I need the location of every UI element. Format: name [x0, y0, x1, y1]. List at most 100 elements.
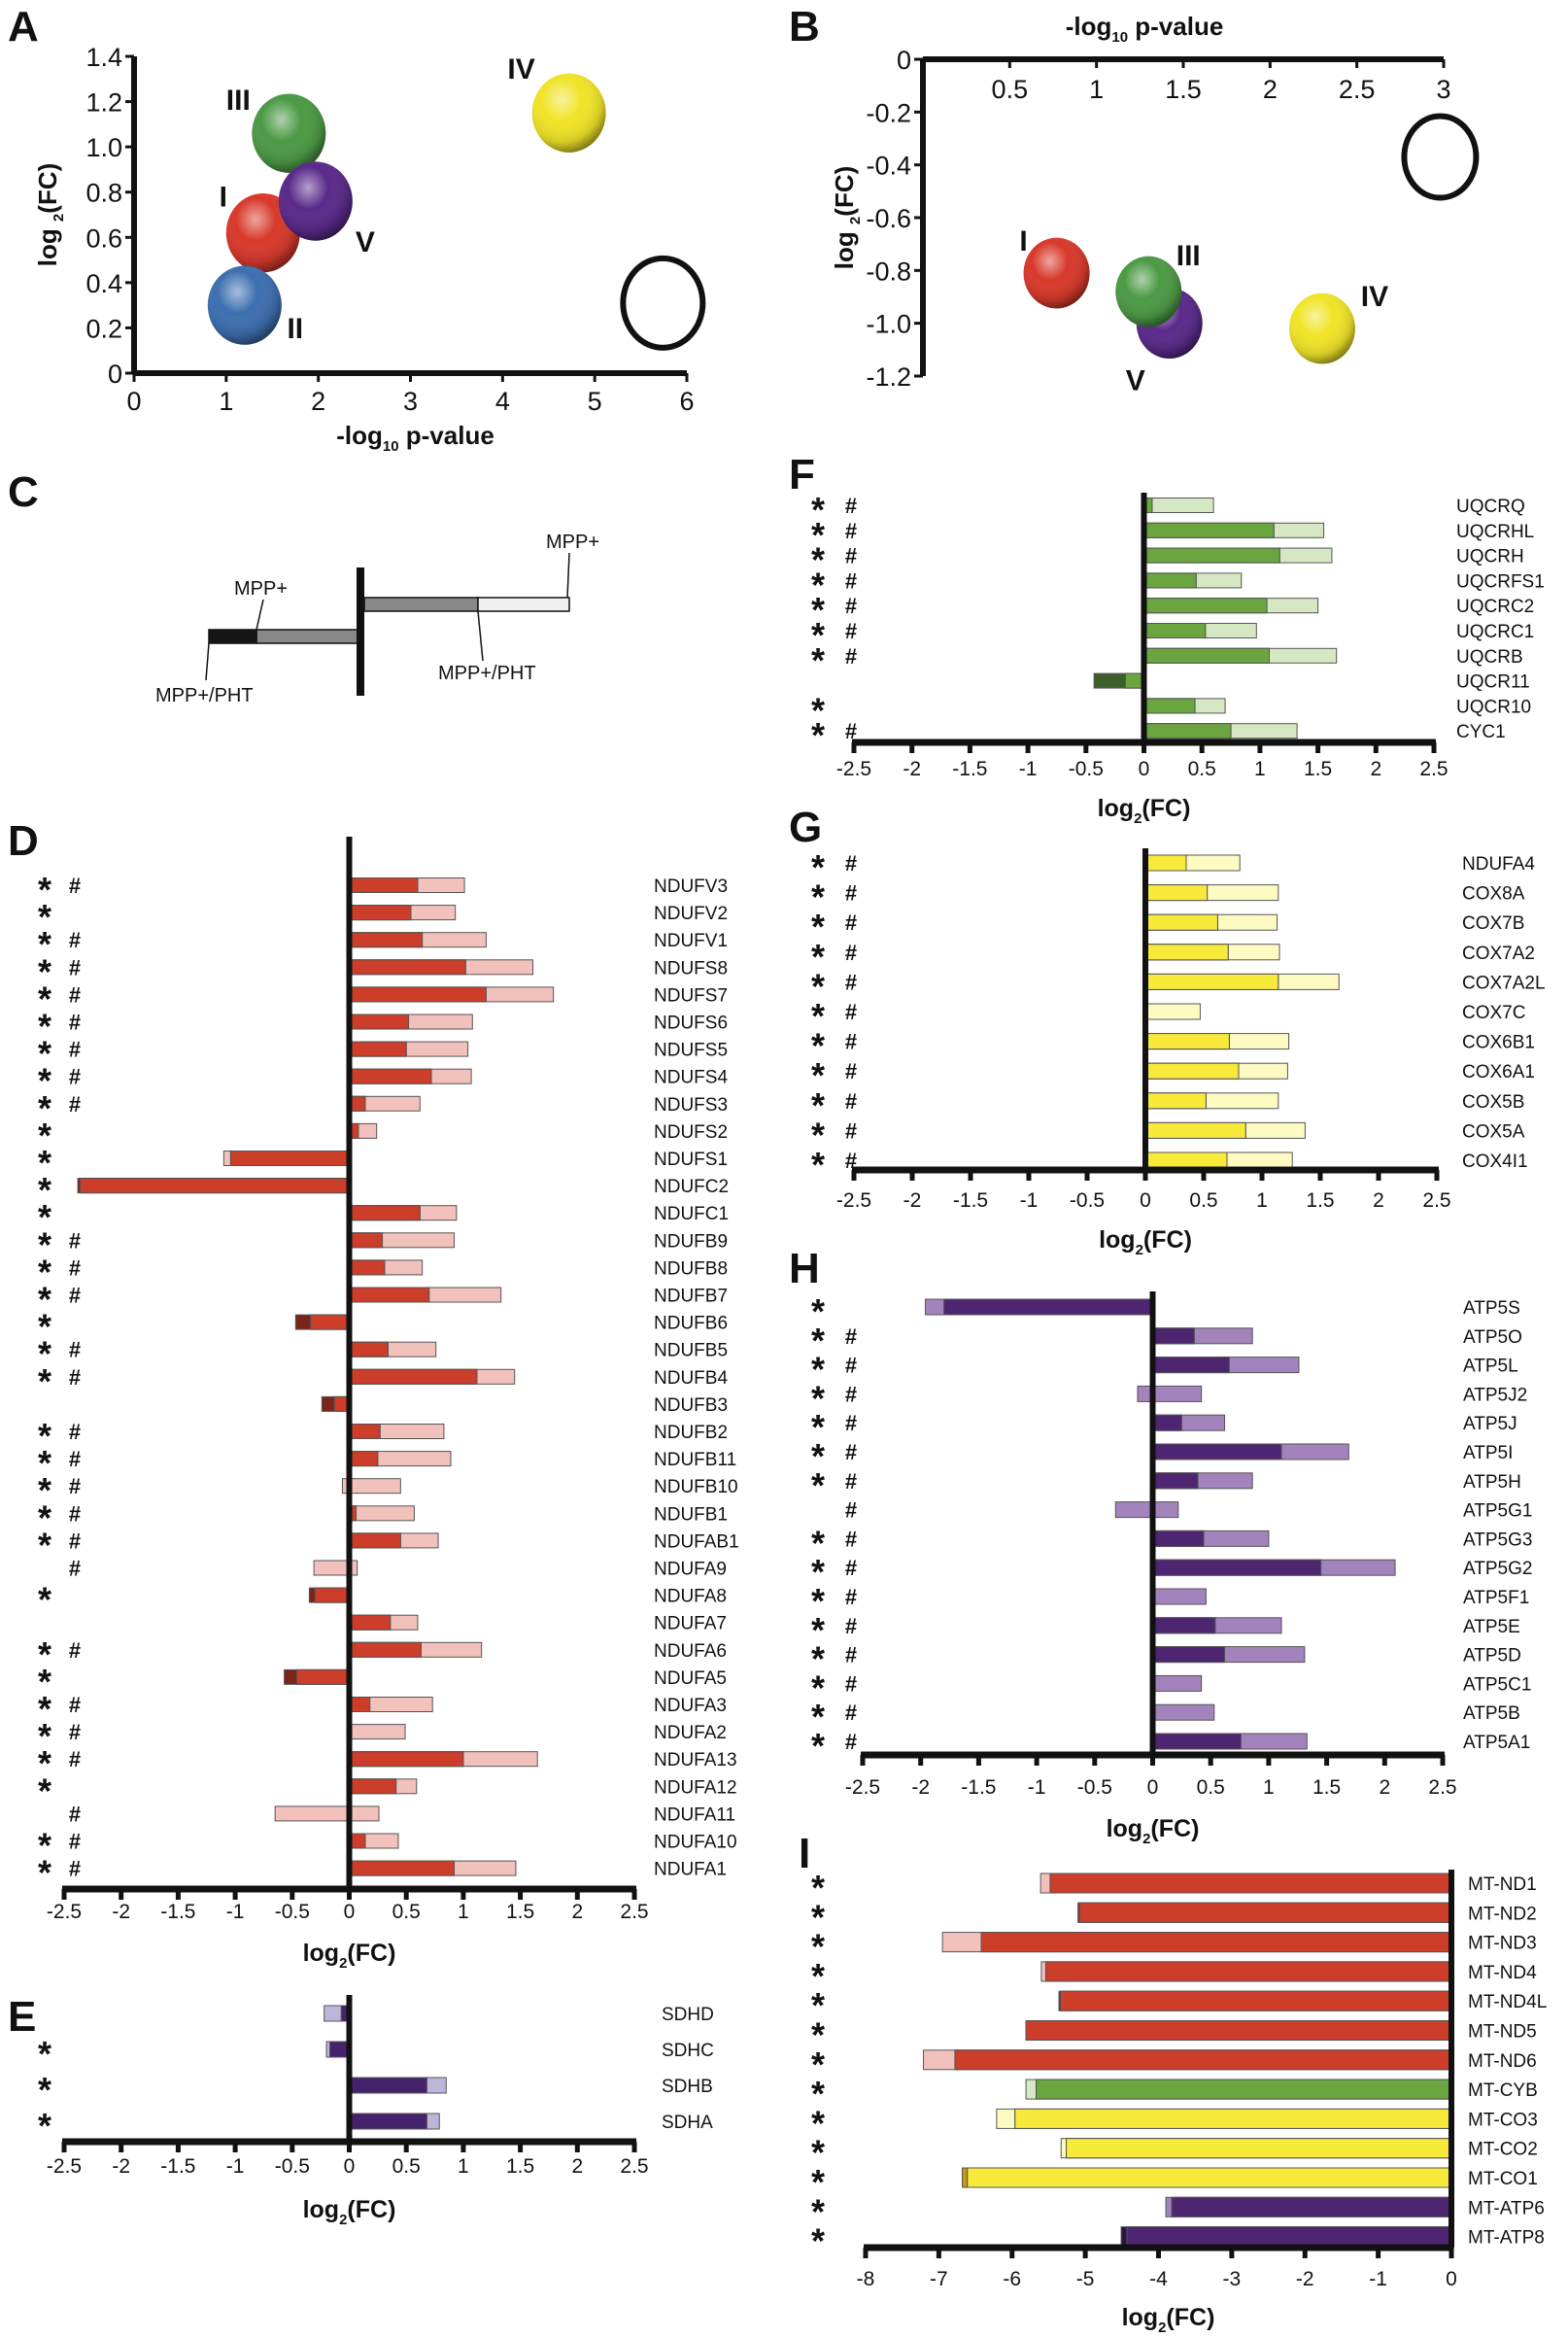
legend-callout-line	[566, 552, 570, 599]
significance-hash: #	[69, 1255, 81, 1280]
significance-star: *	[38, 1662, 51, 1701]
gene-label: MT-CO1	[1468, 2169, 1538, 2189]
gene-label: NDUFV3	[654, 876, 728, 897]
bar-row	[349, 1014, 473, 1030]
bar-row	[349, 1532, 439, 1549]
x-tick-label: 1	[1089, 75, 1104, 104]
gene-label: MT-ND4L	[1468, 1992, 1547, 2012]
bar-row	[349, 1724, 406, 1740]
bar-row	[1060, 2138, 1452, 2159]
bar-overlap	[1152, 1559, 1322, 1576]
gene-label: SDHB	[662, 2077, 713, 2097]
x-tick-label: 1.5	[506, 2155, 534, 2178]
bar-row	[349, 905, 457, 921]
significance-hash: #	[845, 1585, 857, 1609]
significance-star: *	[38, 1034, 51, 1074]
significance-hash: #	[845, 1118, 857, 1143]
panel-letter-E: E	[8, 1993, 36, 2041]
bar-mpp	[313, 1560, 350, 1576]
significance-hash: #	[845, 719, 857, 743]
gene-label: NDUFA2	[654, 1723, 727, 1743]
significance-hash: #	[69, 1474, 81, 1498]
gene-label: NDUFA1	[654, 1860, 727, 1880]
bar-mpp-pht	[274, 1805, 350, 1822]
significance-hash: #	[845, 1643, 857, 1667]
bar-mpp	[1144, 1003, 1201, 1020]
x-tick-label: 0.5	[1188, 758, 1216, 780]
significance-star: *	[38, 1361, 51, 1401]
significance-star: *	[811, 1523, 825, 1563]
gene-label: MT-ATP8	[1468, 2228, 1545, 2249]
bar-overlap	[1144, 1151, 1228, 1169]
bar-row	[1152, 1327, 1253, 1345]
x-tick-label: 0	[1147, 1776, 1159, 1799]
x-tick-label: 1	[458, 1901, 469, 1923]
panel-I: MT-ND1 * MT-ND2 * MT-ND3 * MT-ND4 * MT-ND4L * MT-N…	[811, 1868, 1547, 2336]
x-tick-label: 1	[1254, 758, 1266, 780]
x-tick-label: -1	[226, 1901, 245, 1923]
significance-star: *	[811, 590, 825, 630]
significance-star: *	[38, 870, 51, 910]
bar-row	[1144, 944, 1280, 961]
x-tick-label: -0.5	[1069, 758, 1104, 780]
significance-hash: #	[845, 1059, 857, 1083]
significance-star: *	[811, 847, 825, 887]
significance-star: *	[811, 540, 825, 580]
gene-label: NDUFB7	[654, 1287, 728, 1307]
gene-label: ATP5E	[1463, 1617, 1520, 1637]
significance-hash: #	[845, 1030, 857, 1054]
axis-label-subscript: 2	[1134, 810, 1142, 827]
bar-overlap	[1143, 698, 1196, 714]
x-tick-label: -2	[1296, 2268, 1314, 2290]
bar-row	[321, 1395, 351, 1412]
gene-label: NDUFV1	[654, 931, 728, 951]
gene-label: NDUFB5	[654, 1341, 728, 1361]
significance-star: *	[811, 1927, 825, 1967]
axis-label-subscript: 10	[1111, 29, 1128, 46]
significance-hash: #	[69, 928, 81, 952]
x-axis-label: log2(FC)	[1107, 1815, 1200, 1847]
bar-overlap	[1152, 1617, 1216, 1634]
bar-row	[308, 1587, 351, 1603]
bar-overlap	[79, 1178, 350, 1194]
significance-hash: #	[845, 1701, 857, 1725]
gene-label: NDUFB11	[654, 1450, 736, 1470]
y-tick-label: 0.2	[85, 314, 122, 343]
bar-overlap	[1144, 854, 1187, 872]
gene-label: ATP5I	[1463, 1443, 1513, 1463]
bar-overlap	[1059, 1990, 1452, 2011]
x-tick-label: -0.5	[1077, 1776, 1112, 1799]
bar-row	[349, 1205, 458, 1221]
bar-overlap	[1152, 1472, 1199, 1490]
significance-hash: #	[845, 1671, 857, 1696]
gene-label: COX5B	[1462, 1092, 1524, 1113]
gene-label: NDUFB6	[654, 1314, 728, 1334]
legend-label-mpp-pht: MPP+/PHT	[155, 685, 254, 706]
x-tick-label: 0	[344, 2155, 356, 2178]
bar-row	[1040, 1873, 1452, 1894]
gene-label: NDUFS2	[654, 1122, 728, 1143]
x-tick-label: 1.5	[1306, 1189, 1334, 1212]
gene-label: ATP5S	[1463, 1298, 1520, 1319]
x-axis-label: -log10 p-value	[1066, 12, 1224, 46]
axis-label-main: log	[1107, 1815, 1143, 1842]
gene-label: ATP5J2	[1463, 1385, 1527, 1405]
significance-star: *	[38, 1280, 51, 1320]
x-tick-label: 5	[588, 387, 602, 416]
bar-row	[349, 2113, 440, 2130]
bar-overlap	[1144, 884, 1209, 902]
y-tick-label: 0.8	[85, 179, 122, 208]
significance-star: *	[811, 1291, 825, 1331]
significance-hash: #	[845, 1000, 857, 1024]
legend-callout-line	[256, 599, 264, 631]
x-tick-label: 2	[1373, 1189, 1384, 1212]
complex-label: II	[287, 313, 303, 345]
bar-row	[313, 1560, 358, 1576]
bar-row	[349, 1287, 502, 1303]
panel-F: UQCRQ * # UQCRHL * # UQCRH * # UQCRFS1 * # UQCRC2 * # U…	[811, 490, 1545, 827]
x-tick-label: 1.5	[1304, 758, 1332, 780]
x-tick-label: 3	[403, 387, 418, 416]
significance-hash: #	[845, 1527, 857, 1551]
gene-label: MT-ATP6	[1468, 2198, 1545, 2218]
bar-overlap	[1049, 1873, 1452, 1894]
